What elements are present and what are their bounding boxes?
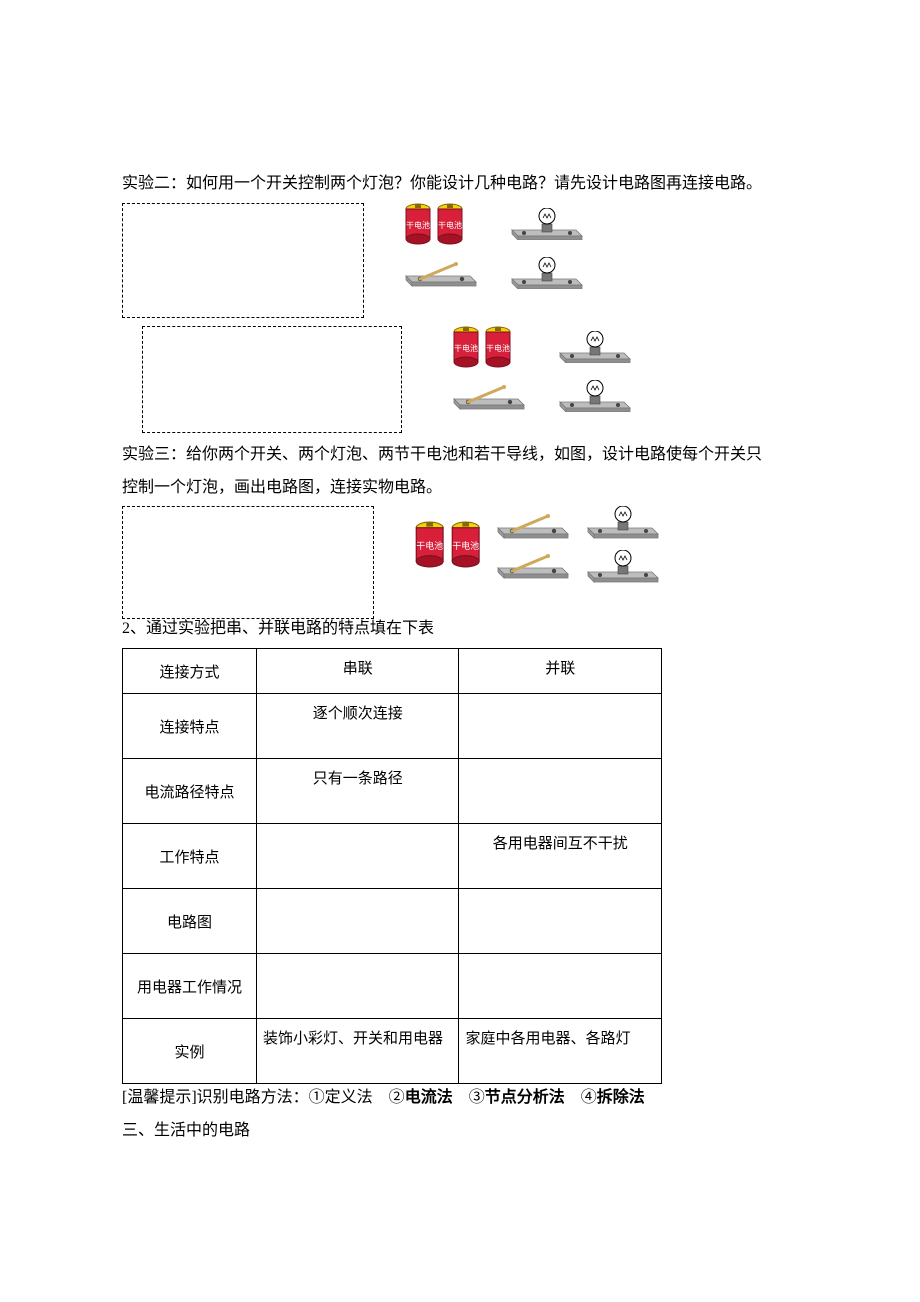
tip-line: [温馨提示]识别电路方法：①定义法 ②电流法 ③节点分析法 ④拆除法 [122, 1084, 798, 1113]
cell-series: 逐个顺次连接 [256, 694, 459, 759]
row-label: 工作特点 [123, 824, 257, 889]
series-parallel-table: 连接方式 串联 并联 连接特点 逐个顺次连接 电流路径特点 只有一条路径 工作特… [122, 648, 662, 1084]
bulb-icon [558, 380, 634, 412]
tip-sep3: ③ [453, 1089, 485, 1106]
switch-icon [404, 258, 480, 288]
table-intro: 2、通过实验把串、并联电路的特点填在下表 [122, 615, 798, 644]
battery-pair [452, 326, 528, 368]
cell-series: 装饰小彩灯、开关和用电器 [256, 1019, 459, 1084]
design-box-2 [142, 326, 402, 433]
cell-series [256, 824, 459, 889]
components-set-3 [414, 506, 798, 584]
battery-icon [452, 326, 480, 368]
section3-heading: 三、生活中的电路 [122, 1117, 798, 1146]
bulb-icon [586, 506, 662, 540]
experiment2-row1 [122, 203, 798, 318]
experiment2-row2 [122, 326, 798, 433]
experiment2-prompt: 实验二：如何用一个开关控制两个灯泡？你能设计几种电路？请先设计电路图再连接电路。 [122, 170, 798, 199]
battery-pair [404, 203, 480, 245]
tip-method2: 电流法 [405, 1089, 453, 1106]
switch-icon [452, 381, 528, 411]
experiment3-prompt-line2: 控制一个灯泡，画出电路图，连接实物电路。 [122, 474, 798, 503]
tip-method3: 节点分析法 [485, 1089, 565, 1106]
cell-series: 只有一条路径 [256, 759, 459, 824]
row-label: 电流路径特点 [123, 759, 257, 824]
th-series: 串联 [256, 649, 459, 694]
cell-series [256, 889, 459, 954]
battery-icon [414, 521, 446, 569]
switch-icon [496, 510, 572, 540]
design-box-3 [122, 506, 374, 619]
page-content: 实验二：如何用一个开关控制两个灯泡？你能设计几种电路？请先设计电路图再连接电路。 [0, 0, 920, 1190]
components-set-1 [404, 203, 798, 289]
cell-parallel [459, 889, 662, 954]
battery-pair [414, 521, 482, 569]
tip-body: 识别电路方法：①定义法 ② [197, 1089, 405, 1106]
battery-icon [404, 203, 432, 245]
cell-series [256, 954, 459, 1019]
th-parallel: 并联 [459, 649, 662, 694]
cell-parallel [459, 694, 662, 759]
tip-label: [温馨提示] [122, 1089, 197, 1106]
battery-icon [450, 521, 482, 569]
row-label: 电路图 [123, 889, 257, 954]
th-method: 连接方式 [123, 649, 257, 694]
row-label: 连接特点 [123, 694, 257, 759]
cell-parallel [459, 759, 662, 824]
cell-parallel: 家庭中各用电器、各路灯 [459, 1019, 662, 1084]
experiment3-prompt-line1: 实验三：给你两个开关、两个灯泡、两节干电池和若干导线，如图，设计电路使每个开关只 [122, 441, 798, 470]
switch-icon [496, 550, 572, 580]
battery-icon [484, 326, 512, 368]
cell-parallel: 各用电器间互不干扰 [459, 824, 662, 889]
row-label: 实例 [123, 1019, 257, 1084]
components-set-2 [442, 326, 798, 412]
battery-icon [436, 203, 464, 245]
row-label: 用电器工作情况 [123, 954, 257, 1019]
bulb-icon [510, 257, 586, 289]
experiment3-row [122, 506, 798, 619]
bulb-icon [586, 550, 662, 584]
tip-sep4: ④ [565, 1089, 597, 1106]
cell-parallel [459, 954, 662, 1019]
bulb-icon [558, 331, 634, 363]
tip-method4: 拆除法 [597, 1089, 645, 1106]
design-box-1 [122, 203, 364, 318]
bulb-icon [510, 208, 586, 240]
